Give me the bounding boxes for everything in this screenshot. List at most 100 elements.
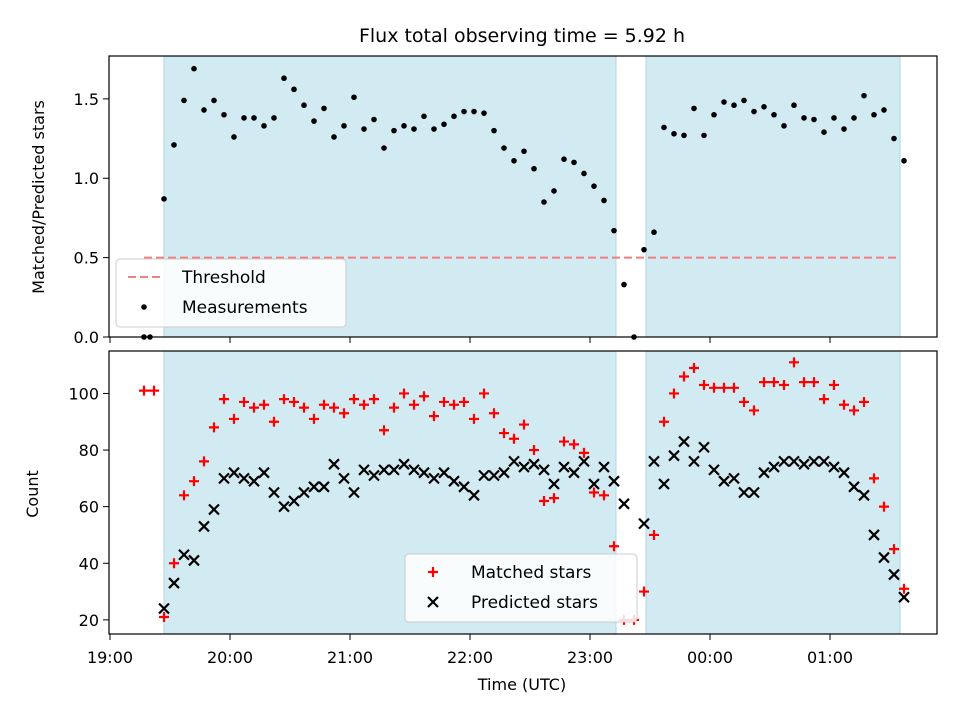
predicted-star-point [168, 577, 180, 589]
shaded-observing-window [645, 350, 901, 635]
predicted-star-point [868, 529, 880, 541]
measurement-point [601, 197, 607, 204]
x-tick-label: 21:00 [327, 648, 373, 667]
measurement-point [751, 108, 757, 115]
matched-star-point [609, 541, 619, 552]
predicted-star-point [458, 481, 470, 493]
matched-star-point [759, 377, 769, 388]
measurement-point [481, 110, 487, 116]
matched-star-point [779, 379, 789, 390]
predicted-star-point [658, 478, 670, 490]
predicted-star-point [668, 449, 680, 462]
matched-star-point [299, 402, 309, 413]
matched-star-point [789, 357, 799, 368]
matched-star-point [459, 396, 469, 407]
matched-star-point [409, 399, 419, 410]
measurement-point [591, 183, 597, 189]
measurement-point [501, 145, 507, 151]
matched-star-point [359, 399, 369, 410]
y-tick-label: 100 [68, 384, 99, 403]
predicted-star-point [618, 498, 630, 510]
matched-star-point [329, 402, 339, 413]
predicted-star-point [298, 486, 310, 499]
predicted-star-point [558, 461, 570, 473]
measurement-point [341, 123, 347, 129]
measurement-point [861, 92, 867, 99]
matched-star-point [809, 377, 819, 388]
matched-star-point [659, 416, 669, 427]
predicted-star-point [228, 466, 240, 479]
y-tick-label: 0.5 [74, 249, 99, 268]
predicted-star-point [678, 435, 690, 448]
predicted-star-point [188, 554, 200, 567]
matched-star-point [749, 405, 759, 416]
measurement-point [701, 132, 707, 139]
x-tick-label: 00:00 [687, 648, 733, 667]
measurement-point [521, 148, 527, 155]
measurement-point [581, 170, 587, 177]
x-tick-label: 19:00 [87, 648, 133, 667]
predicted-star-point [888, 568, 900, 581]
matched-star-point [159, 612, 169, 623]
measurement-point [791, 102, 797, 109]
y-axis-label-count: Count [23, 470, 42, 518]
predicted-star-point [448, 475, 460, 487]
legend: Matched stars Predicted stars [404, 553, 638, 623]
matched-star-point [669, 388, 679, 399]
matched-star-point [439, 396, 449, 407]
measurement-point [561, 156, 567, 162]
legend-measurement-swatch [141, 304, 147, 310]
predicted-star-point [498, 466, 510, 479]
predicted-star-point [318, 481, 330, 493]
y-tick-label: 40 [79, 554, 99, 573]
matched-star-point [819, 394, 829, 405]
measurement-point [411, 126, 417, 132]
measurement-point [691, 105, 697, 112]
predicted-star-point [808, 455, 820, 468]
measurement-point [231, 134, 237, 140]
predicted-star-point [838, 466, 850, 479]
measurement-point [831, 115, 837, 121]
measurement-point [551, 188, 557, 194]
matched-star-point [769, 377, 779, 388]
matched-star-point [209, 422, 219, 433]
measurement-point [381, 145, 387, 151]
measurement-point [311, 118, 317, 124]
matched-star-point [389, 402, 399, 413]
predicted-star-point [818, 455, 830, 468]
matched-star-point [189, 476, 199, 487]
predicted-star-point [418, 466, 430, 479]
predicted-star-point [608, 475, 620, 487]
matched-star-point [379, 425, 389, 436]
measurement-point [361, 126, 367, 132]
measurement-point [531, 165, 537, 172]
matched-star-point [799, 377, 809, 388]
predicted-star-point [748, 486, 760, 499]
shaded-observing-window [645, 55, 901, 338]
predicted-star-point [878, 551, 890, 564]
matched-star-point [899, 583, 909, 594]
plot-frame [108, 350, 938, 635]
measurement-point [621, 281, 627, 288]
plot-frame [108, 55, 938, 338]
predicted-star-point [488, 469, 500, 482]
predicted-star-point [388, 464, 400, 476]
matched-star-point [419, 391, 429, 402]
matched-star-point [369, 394, 379, 405]
measurement-point [191, 65, 197, 72]
matched-star-point [479, 388, 489, 399]
matched-star-point [579, 447, 589, 458]
predicted-star-point [178, 548, 190, 561]
predicted-star-point [588, 478, 600, 490]
measurement-point [801, 115, 807, 121]
predicted-star-point [208, 503, 220, 516]
measurement-point [201, 107, 207, 113]
matched-star-point [169, 558, 179, 569]
matched-star-point [309, 413, 319, 424]
y-tick-label: 1.5 [74, 90, 99, 109]
predicted-star-point [358, 464, 370, 476]
predicted-star-point [688, 455, 700, 468]
measurement-point [291, 86, 297, 93]
matched-star-point [259, 399, 269, 410]
